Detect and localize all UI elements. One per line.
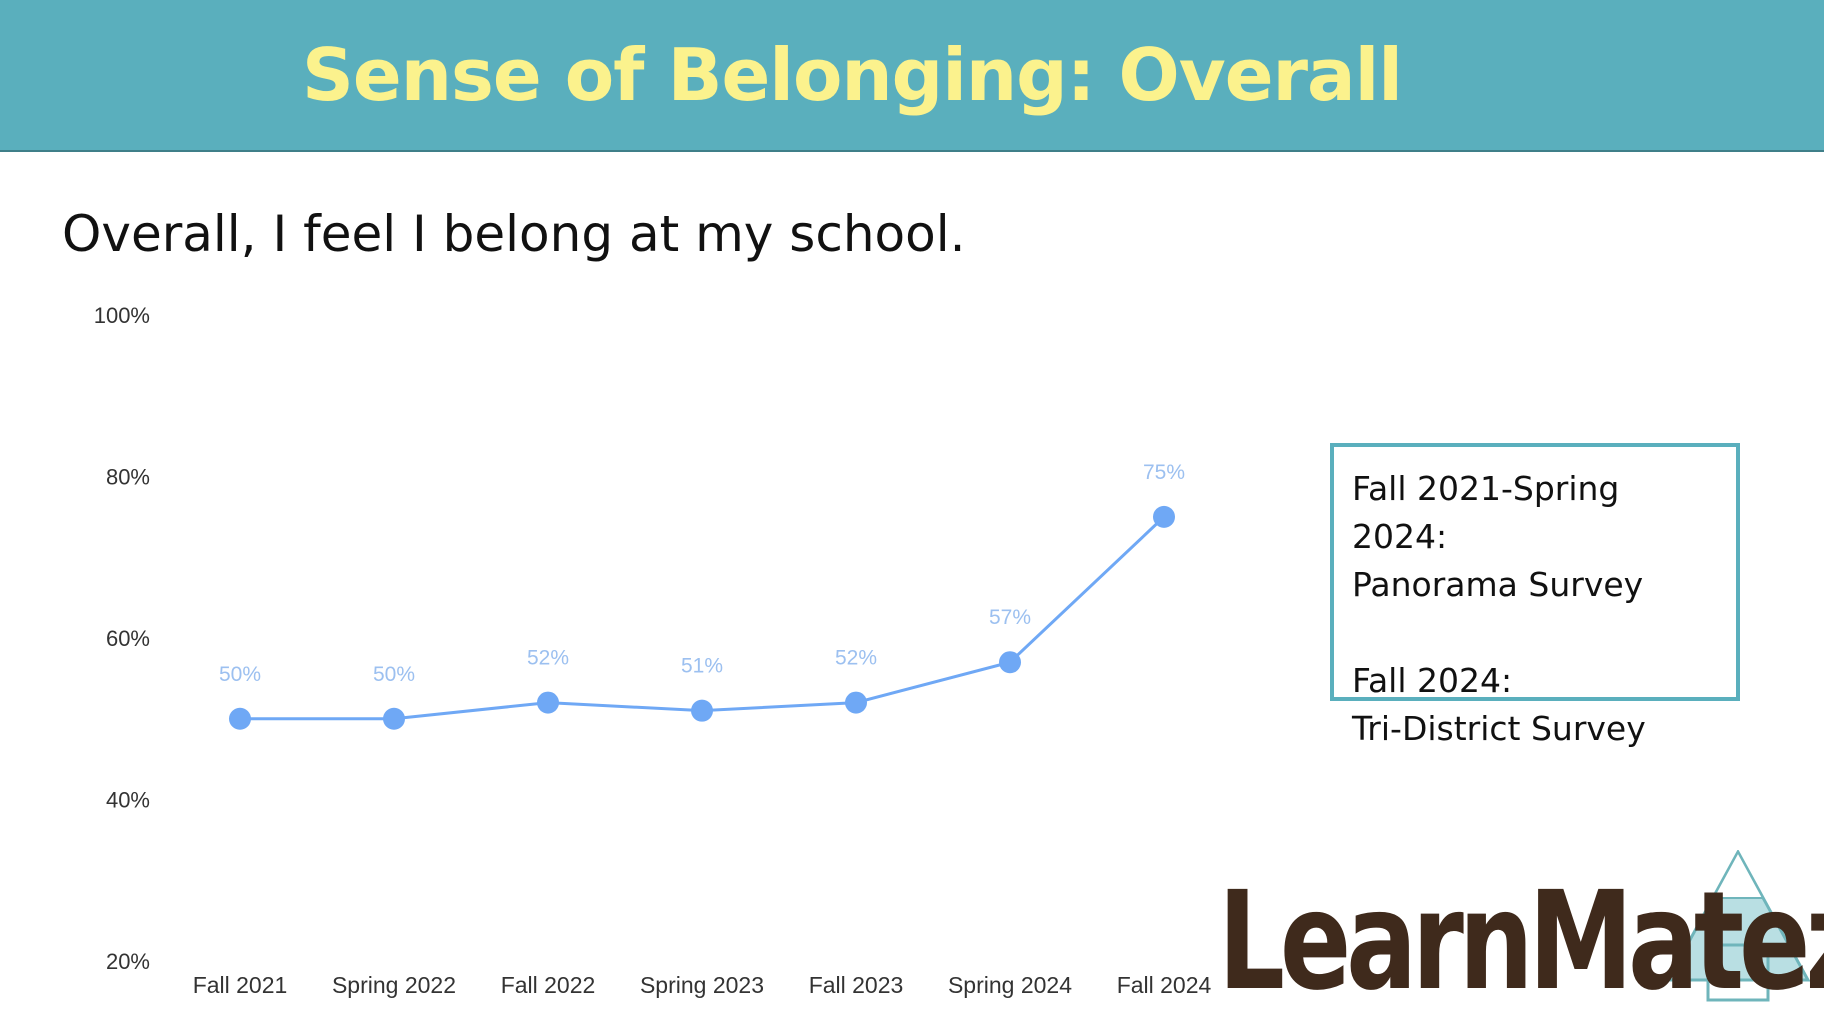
x-tick-label: Fall 2024 [1117,972,1212,998]
y-tick-label: 80% [106,465,150,490]
data-label: 50% [373,663,415,686]
x-tick-label: Fall 2023 [809,972,904,998]
y-tick-label: 40% [106,788,150,813]
data-point [383,707,405,730]
data-label: 75% [1143,461,1185,484]
data-point [537,691,559,714]
x-tick-label: Fall 2022 [501,972,596,998]
x-tick-label: Spring 2022 [332,972,456,998]
y-tick-label: 60% [106,626,150,651]
title-banner: Sense of Belonging: Overall [0,0,1824,152]
slide-title: Sense of Belonging: Overall [302,33,1403,117]
data-label: 51% [681,655,723,678]
source-line-2: Panorama Survey [1352,565,1644,604]
x-tick-label: Spring 2024 [948,972,1072,998]
data-point [845,691,867,714]
data-label: 52% [527,647,569,670]
x-tick-label: Spring 2023 [640,972,764,998]
logo-wordmark: LearnMatez [1218,863,1824,1021]
x-tick-label: Fall 2021 [193,972,288,998]
y-tick-label: 20% [106,949,150,974]
source-line-4: Tri-District Survey [1352,709,1646,748]
y-tick-label: 100% [94,303,150,328]
data-label: 52% [835,647,877,670]
survey-source-box: Fall 2021-Spring 2024: Panorama Survey F… [1330,443,1740,748]
logo-mountain-icon [1665,850,1811,1002]
data-point [1153,505,1175,528]
data-point [691,699,713,722]
data-point [999,651,1021,674]
data-label: 57% [989,606,1031,629]
source-line-3: Fall 2024: [1352,661,1513,700]
data-label: 50% [219,663,261,686]
source-line-1: Fall 2021-Spring 2024: [1352,469,1620,556]
data-point [229,707,251,730]
survey-question: Overall, I feel I belong at my school. [62,205,966,263]
learnmatez-logo: LearnMatez [1218,850,1824,1020]
